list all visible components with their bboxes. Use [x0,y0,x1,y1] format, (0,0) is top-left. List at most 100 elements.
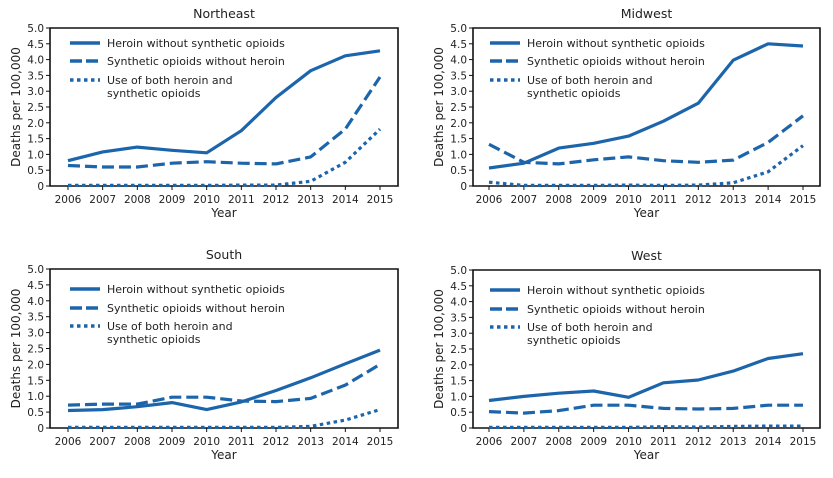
y-tick-label: 3.0 [27,328,44,340]
x-axis-label: Year [210,206,236,220]
legend-label: synthetic opioids [107,87,201,100]
legend-label: Use of both heroin and [527,74,653,87]
y-tick-label: 1.5 [450,376,467,388]
x-axis-label: Year [633,448,659,462]
plot-frame [49,27,399,187]
y-tick-label: 3.0 [450,86,467,98]
x-tick-label: 2011 [228,194,255,206]
x-tick-label: 2012 [263,194,290,206]
y-tick-label: 5.0 [450,23,467,35]
y-tick-label: 1.0 [450,149,467,161]
x-tick-label: 2014 [755,436,782,448]
y-tick-label: 0 [37,181,44,193]
series-line-solid [67,49,381,163]
legend-label: synthetic opioids [107,333,201,346]
y-tick-label: 4.0 [27,296,44,308]
y-tick-label: 3.0 [27,86,44,98]
y-axis-label: Deaths per 100,000 [432,47,446,167]
x-tick-label: 2011 [228,436,255,448]
x-axis-label: Year [210,448,236,462]
legend-label: Heroin without synthetic opioids [527,37,705,50]
x-tick-label: 2009 [159,194,186,206]
y-tick-label: 1.5 [27,134,44,146]
y-tick-label: 2.0 [450,360,467,372]
y-tick-label: 0.5 [450,165,467,177]
x-tick-label: 2012 [685,194,712,206]
legend-label: Heroin without synthetic opioids [107,283,285,296]
x-tick-label: 2015 [367,436,394,448]
y-tick-label: 2.0 [27,118,44,130]
y-tick-label: 4.5 [450,281,467,293]
x-tick-label: 2010 [615,436,642,448]
y-tick-label: 2.5 [450,102,467,114]
x-tick-label: 2013 [297,194,324,206]
y-tick-label: 4.0 [27,55,44,67]
legend-label: synthetic opioids [527,87,621,100]
legend-label: Use of both heroin and [107,320,233,333]
x-tick-label: 2006 [55,436,82,448]
x-tick-label: 2011 [650,194,677,206]
legend-label: Use of both heroin and [107,74,233,87]
chart-panel-midwest: Midwest 0 0.5 1.0 1.5 2.0 2.5 3.0 3.5 4.0 4.5 5.0 20… [432,6,821,220]
legend-label: Synthetic opioids without heroin [107,302,285,315]
y-tick-label: 1.0 [27,391,44,403]
x-tick-label: 2007 [89,194,116,206]
chart-panel-west: West 0 0.5 1.0 1.5 2.0 2.5 3.0 3.5 4.0 4.5 5.0 2006 2… [432,248,821,462]
legend-label: synthetic opioids [527,334,621,347]
y-tick-label: 5.0 [27,264,44,276]
series-line-dashed [67,363,381,407]
plot-frame [49,268,399,429]
y-tick-label: 1.0 [450,391,467,403]
x-tick-label: 2006 [476,194,503,206]
x-tick-label: 2007 [511,436,538,448]
y-tick-label: 3.5 [27,70,44,82]
y-tick-label: 2.0 [450,118,467,130]
y-tick-label: 2.5 [450,344,467,356]
y-tick-label: 4.5 [27,280,44,292]
x-axis-label: Year [633,206,659,220]
y-tick-label: 3.5 [27,312,44,324]
x-tick-label: 2006 [55,194,82,206]
x-tick-label: 2014 [332,194,359,206]
y-tick-label: 0 [37,423,44,435]
y-tick-label: 3.5 [450,312,467,324]
y-tick-label: 5.0 [450,265,467,277]
y-tick-label: 1.5 [27,375,44,387]
chart-panel-south: South 0 0.5 1.0 1.5 2.0 2.5 3.0 3.5 4.0 4.5 5.0 2006… [9,247,399,462]
y-tick-label: 1.0 [27,149,44,161]
legend-label: Use of both heroin and [527,321,653,334]
x-tick-label: 2012 [685,436,712,448]
series-line-solid [488,42,804,170]
y-tick-label: 0.5 [27,407,44,419]
legend-label: Synthetic opioids without heroin [107,55,285,68]
x-tick-label: 2012 [263,436,290,448]
x-tick-label: 2009 [580,436,607,448]
x-tick-label: 2014 [755,194,782,206]
panel-title: Northeast [193,6,255,21]
series-line-dotted [68,127,382,187]
y-axis-label: Deaths per 100,000 [9,289,23,409]
plot-frame [472,27,821,187]
x-tick-label: 2015 [790,436,817,448]
series-line-dotted [489,424,803,429]
x-tick-label: 2015 [790,194,817,206]
chart-panel-northeast: Northeast 0 0.5 1.0 1.5 2.0 2.5 3.0 3.5 4.0 4.5 5.0… [9,6,399,220]
y-tick-label: 0.5 [27,165,44,177]
y-tick-label: 2.0 [27,359,44,371]
y-tick-label: 4.5 [450,39,467,51]
x-tick-label: 2007 [511,194,538,206]
y-tick-label: 5.0 [27,23,44,35]
legend-label: Synthetic opioids without heroin [527,55,705,68]
panel-title: South [206,247,242,262]
y-axis-label: Deaths per 100,000 [9,47,23,167]
y-tick-label: 3.5 [450,70,467,82]
y-tick-label: 2.5 [27,102,44,114]
x-tick-label: 2013 [297,436,324,448]
panel-title: Midwest [621,6,673,21]
legend-label: Heroin without synthetic opioids [107,37,285,50]
y-tick-label: 0 [460,181,467,193]
x-tick-label: 2008 [124,436,151,448]
panel-title: West [631,248,662,263]
series-line-dashed [488,403,803,415]
